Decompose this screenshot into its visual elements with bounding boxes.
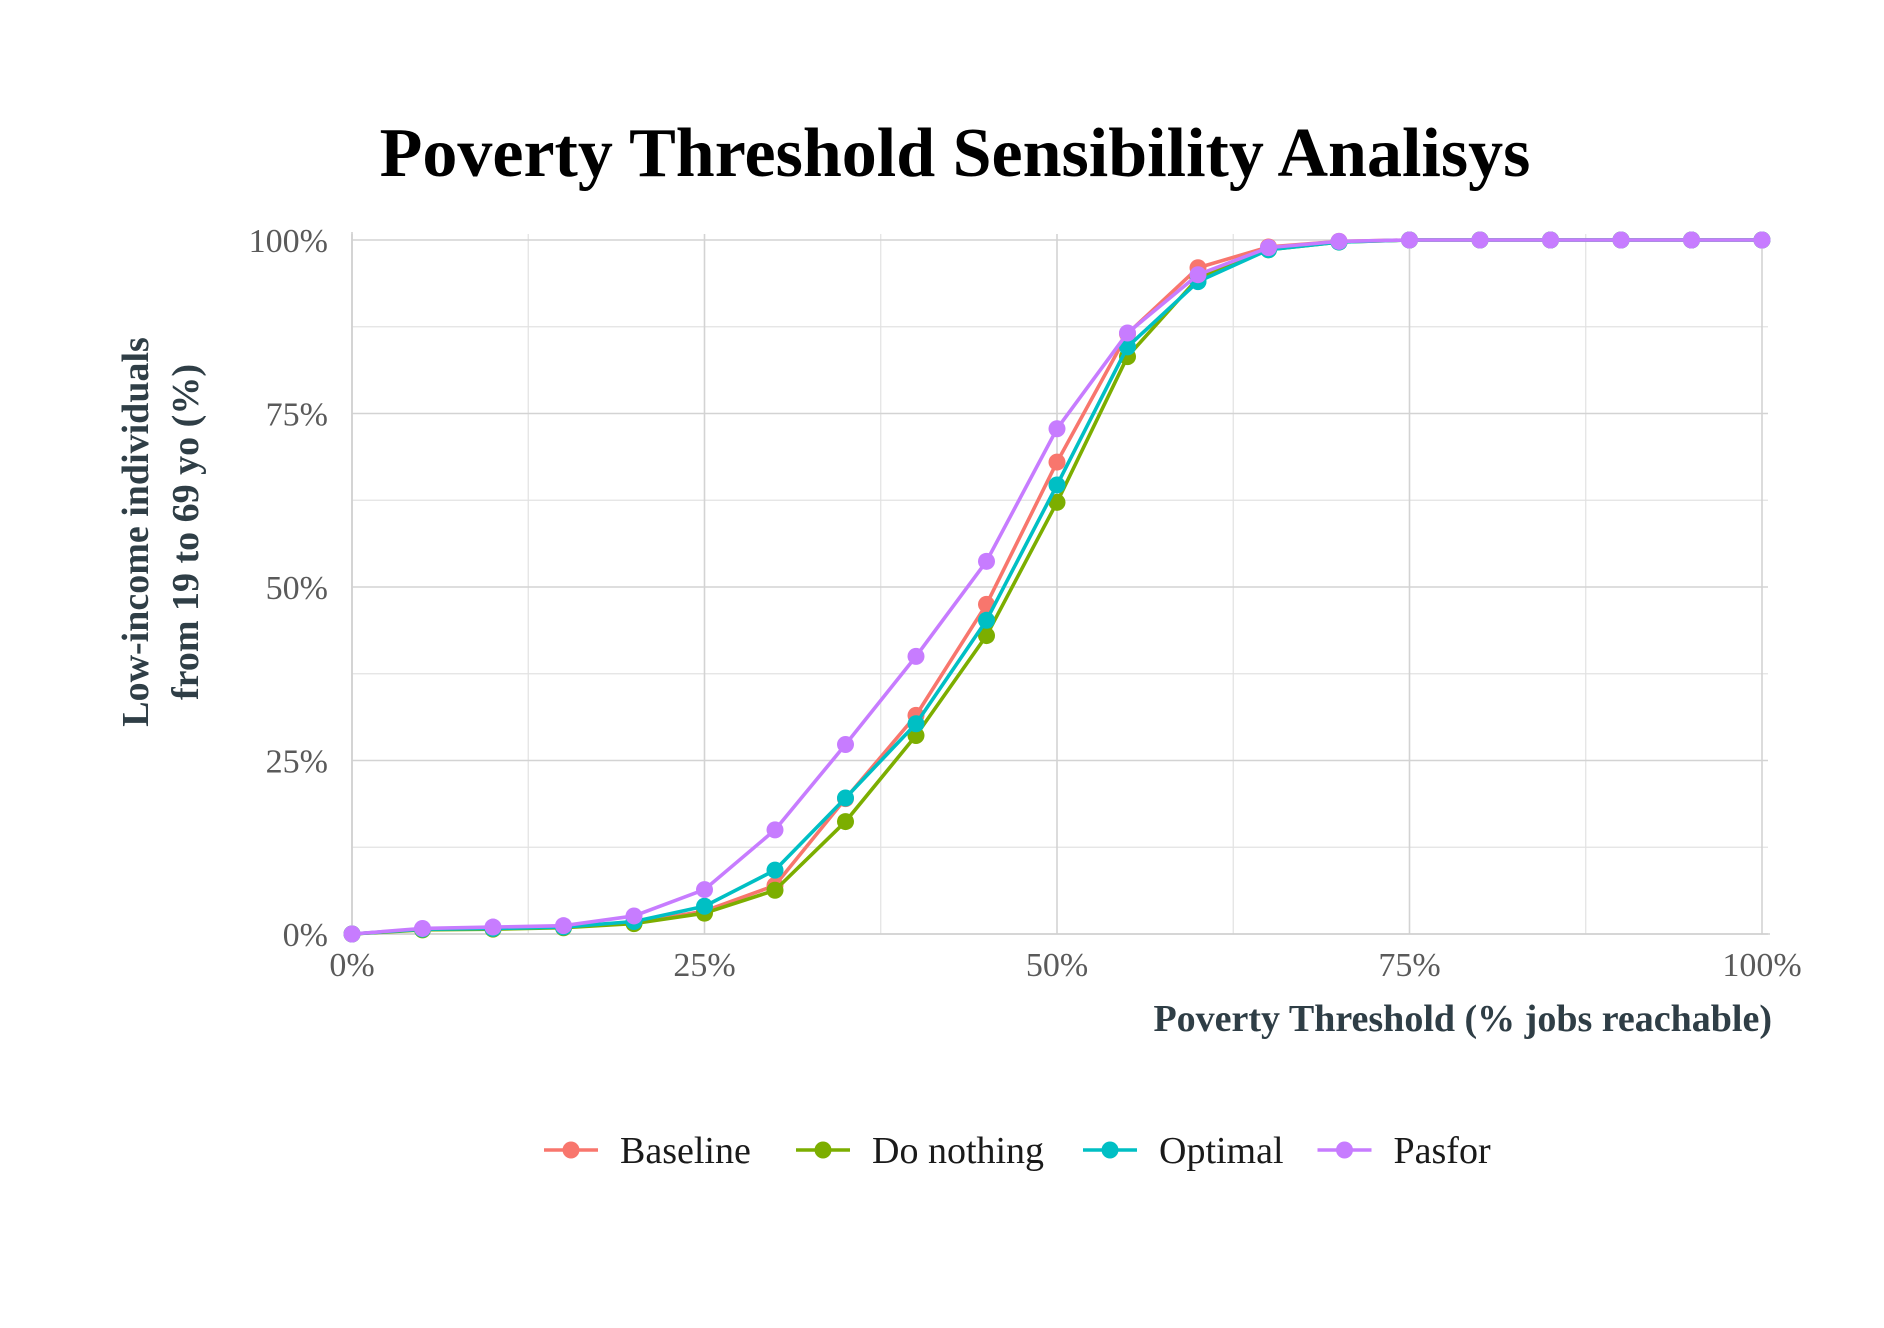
y-tick-label: 100% <box>249 223 328 260</box>
grid <box>351 234 1768 935</box>
y-tick-label: 25% <box>266 744 328 781</box>
x-tick-label: 50% <box>1026 947 1088 984</box>
data-point-pasfor <box>1542 231 1559 249</box>
data-point-pasfor <box>343 925 361 943</box>
axes: 0% 25% 50% 75% 100% 0% 25% 50% 75% 100% <box>249 223 1802 984</box>
data-point-pasfor <box>978 552 995 570</box>
x-tick-label: 0% <box>329 947 374 984</box>
data-point-optimal <box>696 897 713 915</box>
data-point-do-nothing <box>1048 493 1066 511</box>
data-point-optimal <box>1048 476 1066 494</box>
data-point-optimal <box>837 789 854 807</box>
series-pasfor <box>343 231 1771 943</box>
data-point-optimal <box>978 611 995 629</box>
data-point-pasfor <box>414 919 431 937</box>
data-point-pasfor <box>1612 231 1630 249</box>
data-point-optimal <box>1119 338 1136 356</box>
legend-key-point <box>1336 1141 1353 1159</box>
y-axis-title: Low-income individuals from 19 to 69 yo … <box>115 337 207 727</box>
data-point-pasfor <box>1260 239 1277 257</box>
data-point-do-nothing <box>978 627 995 645</box>
y-tick-label: 0% <box>283 917 328 954</box>
legend-item-baseline: Baseline <box>544 1130 751 1172</box>
x-axis-title: Poverty Threshold (% jobs reachable) <box>1153 998 1772 1040</box>
legend-label: Do nothing <box>872 1130 1044 1172</box>
data-point-pasfor <box>696 881 713 899</box>
data-point-do-nothing <box>766 881 784 899</box>
data-point-pasfor <box>1401 231 1418 249</box>
data-point-pasfor <box>1330 232 1348 250</box>
data-point-pasfor <box>555 917 572 935</box>
data-point-pasfor <box>766 821 784 839</box>
legend-key-point <box>814 1141 832 1159</box>
data-point-pasfor <box>907 647 925 665</box>
data-point-pasfor <box>1119 324 1136 342</box>
y-tick-label: 75% <box>266 397 328 434</box>
chart-title: Poverty Threshold Sensibility Analisys <box>380 115 1531 192</box>
legend-label: Pasfor <box>1394 1130 1491 1172</box>
data-point-do-nothing <box>907 727 925 745</box>
legend-item-do-nothing: Do nothing <box>796 1130 1044 1172</box>
data-point-optimal <box>907 715 925 733</box>
legend: Baseline Do nothing Optimal Pasfor <box>544 1130 1491 1172</box>
data-point-pasfor <box>1471 231 1489 249</box>
y-tick-label: 50% <box>266 570 328 607</box>
data-point-pasfor <box>484 918 502 936</box>
data-point-pasfor <box>625 907 643 925</box>
data-point-pasfor <box>1189 266 1207 284</box>
y-axis-title-line-2: from 19 to 69 yo (%) <box>165 364 207 700</box>
data-point-pasfor <box>1683 231 1700 249</box>
legend-label: Optimal <box>1159 1130 1284 1172</box>
data-point-do-nothing <box>837 813 854 831</box>
series-layer <box>343 231 1771 943</box>
x-tick-label: 100% <box>1722 947 1801 984</box>
legend-key-point <box>1101 1141 1119 1159</box>
data-point-pasfor <box>1048 420 1066 438</box>
data-point-baseline <box>1048 453 1066 471</box>
legend-label: Baseline <box>620 1130 751 1172</box>
data-point-pasfor <box>1753 231 1771 249</box>
legend-item-optimal: Optimal <box>1083 1130 1284 1172</box>
legend-item-pasfor: Pasfor <box>1317 1130 1491 1172</box>
data-point-pasfor <box>837 736 854 754</box>
x-tick-label: 25% <box>673 947 735 984</box>
x-tick-label: 75% <box>1378 947 1440 984</box>
legend-key-point <box>562 1141 580 1159</box>
data-point-optimal <box>766 861 784 879</box>
y-axis-title-line-1: Low-income individuals <box>115 337 157 727</box>
